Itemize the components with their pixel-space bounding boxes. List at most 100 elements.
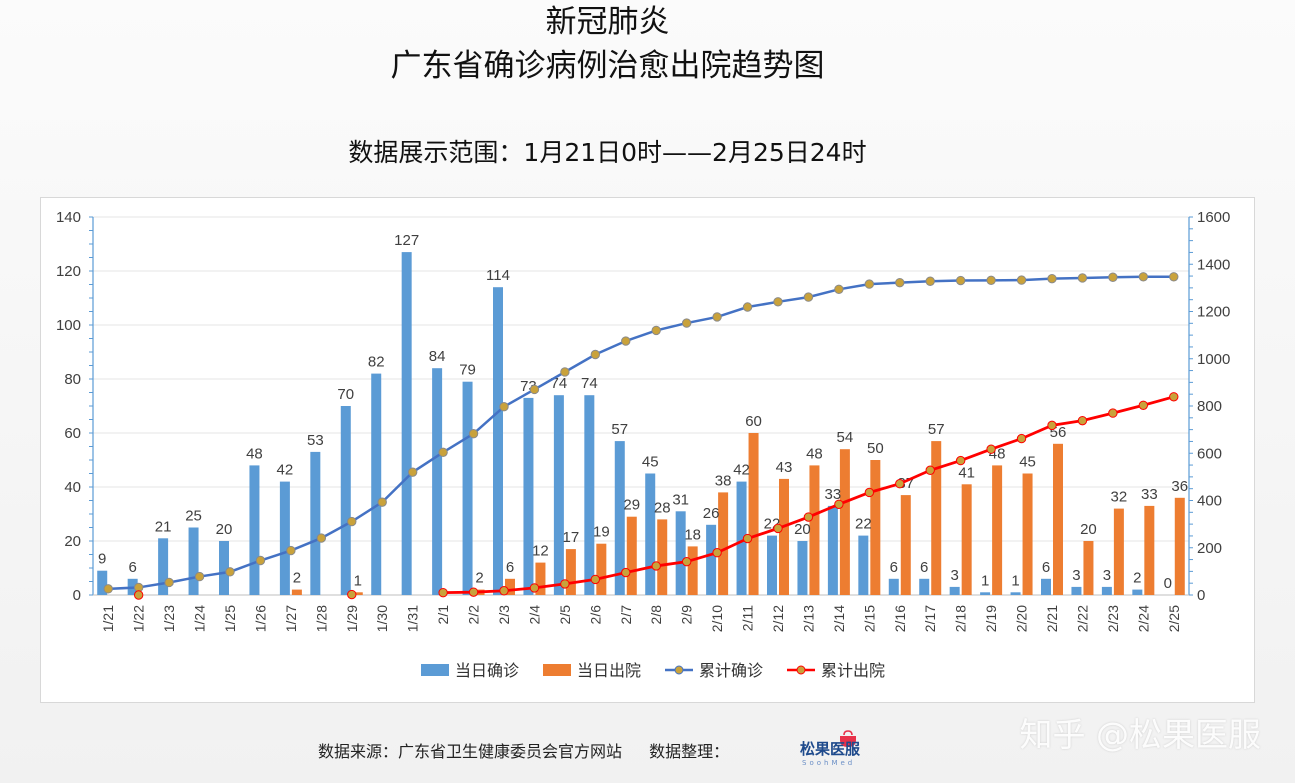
bar-daily-confirmed bbox=[858, 535, 869, 595]
chart-subtitle: 数据展示范围：1月21日0时——2月25日24时 bbox=[348, 138, 867, 167]
data-label-confirmed: 48 bbox=[246, 445, 263, 462]
data-label-confirmed: 57 bbox=[611, 421, 628, 438]
legend-swatch-marker bbox=[796, 665, 806, 675]
marker-cum-discharged bbox=[590, 574, 601, 585]
bar-daily-confirmed bbox=[1101, 586, 1112, 595]
x-tick-label: 2/13 bbox=[800, 605, 816, 632]
x-tick-label: 2/14 bbox=[831, 605, 847, 632]
left-tick-label: 40 bbox=[64, 479, 81, 496]
bar-daily-confirmed bbox=[401, 252, 412, 595]
x-tick-label: 2/24 bbox=[1135, 605, 1151, 632]
x-tick-label: 2/12 bbox=[770, 605, 786, 632]
bar-daily-discharged bbox=[1083, 541, 1094, 595]
brand-logo: 松果医服 SoohMed bbox=[800, 730, 910, 772]
bar-daily-confirmed bbox=[706, 524, 717, 595]
data-label-confirmed: 9 bbox=[98, 551, 106, 568]
bar-daily-confirmed bbox=[919, 578, 930, 595]
marker-cum-discharged bbox=[803, 512, 814, 522]
data-label-confirmed: 20 bbox=[794, 521, 811, 538]
bar-daily-discharged bbox=[626, 516, 637, 595]
data-label-confirmed: 6 bbox=[920, 559, 928, 576]
data-label-confirmed: 82 bbox=[368, 354, 385, 371]
bar-daily-discharged bbox=[1174, 497, 1185, 595]
data-label-confirmed: 70 bbox=[337, 386, 354, 403]
x-tick-label: 1/28 bbox=[313, 605, 329, 632]
data-label-confirmed: 21 bbox=[155, 518, 172, 535]
right-tick-label: 600 bbox=[1197, 445, 1222, 462]
marker-cum-discharged bbox=[834, 499, 844, 509]
marker-cum-discharged bbox=[925, 465, 935, 475]
data-label-confirmed: 20 bbox=[216, 521, 233, 538]
x-tick-label: 2/16 bbox=[892, 605, 908, 632]
data-label-confirmed: 3 bbox=[950, 567, 958, 584]
marker-cum-discharged bbox=[347, 589, 357, 600]
marker-cum-confirmed bbox=[955, 275, 966, 286]
bar-daily-discharged bbox=[992, 465, 1003, 595]
x-tick-label: 2/10 bbox=[709, 605, 725, 632]
data-label-discharged: 6 bbox=[506, 559, 514, 576]
marker-cum-discharged bbox=[621, 567, 631, 578]
marker-cum-discharged bbox=[955, 455, 966, 466]
right-tick-label: 1200 bbox=[1197, 304, 1230, 321]
bar-daily-confirmed bbox=[949, 586, 960, 595]
data-label-discharged: 41 bbox=[958, 464, 975, 481]
left-tick-label: 0 bbox=[73, 587, 81, 604]
data-label-confirmed: 0 bbox=[1164, 575, 1172, 592]
bar-daily-confirmed bbox=[1010, 592, 1021, 595]
right-tick-label: 1400 bbox=[1197, 256, 1230, 273]
marker-cum-confirmed bbox=[1077, 273, 1088, 283]
data-label-discharged: 38 bbox=[715, 472, 732, 489]
bar-daily-confirmed bbox=[97, 570, 108, 595]
data-label-confirmed: 22 bbox=[855, 516, 872, 533]
x-tick-label: 1/21 bbox=[100, 605, 116, 632]
data-source-text: 数据来源：广东省卫生健康委员会官方网站 bbox=[318, 742, 623, 761]
data-label-discharged: 1 bbox=[354, 572, 362, 589]
x-tick-label: 2/5 bbox=[557, 605, 573, 625]
marker-cum-confirmed bbox=[621, 336, 631, 346]
data-label-confirmed: 79 bbox=[459, 362, 476, 379]
marker-cum-discharged bbox=[1077, 415, 1088, 426]
left-tick-label: 100 bbox=[56, 317, 81, 334]
data-label-discharged: 2 bbox=[293, 570, 301, 587]
left-tick-label: 120 bbox=[56, 263, 81, 280]
bar-daily-confirmed bbox=[584, 395, 595, 595]
bar-daily-confirmed bbox=[1041, 578, 1051, 595]
bar-daily-discharged bbox=[900, 495, 911, 595]
bar-daily-confirmed bbox=[827, 505, 838, 595]
bar-daily-confirmed bbox=[1132, 589, 1143, 595]
left-tick-label: 20 bbox=[64, 533, 81, 550]
bar-daily-discharged bbox=[1113, 508, 1124, 595]
left-tick-label: 80 bbox=[64, 371, 81, 388]
marker-cum-confirmed bbox=[529, 384, 540, 395]
bar-daily-discharged bbox=[596, 543, 607, 595]
legend-swatch bbox=[543, 664, 571, 676]
marker-cum-confirmed bbox=[377, 497, 387, 507]
bar-daily-confirmed bbox=[645, 473, 656, 595]
x-tick-label: 2/19 bbox=[983, 605, 999, 632]
data-label-discharged: 19 bbox=[593, 524, 610, 541]
bar-daily-confirmed bbox=[462, 381, 473, 595]
marker-cum-discharged bbox=[986, 444, 996, 454]
x-tick-label: 2/8 bbox=[648, 605, 664, 625]
right-tick-label: 1000 bbox=[1197, 351, 1230, 368]
bar-daily-discharged bbox=[931, 441, 942, 595]
data-label-discharged: 2 bbox=[475, 570, 483, 587]
data-label-confirmed: 53 bbox=[307, 432, 324, 449]
marker-cum-confirmed bbox=[347, 516, 357, 527]
x-tick-label: 2/9 bbox=[679, 605, 695, 625]
right-tick-label: 400 bbox=[1197, 493, 1222, 510]
x-tick-label: 2/25 bbox=[1166, 605, 1182, 632]
bar-daily-confirmed bbox=[614, 441, 625, 595]
legend-label: 当日出院 bbox=[577, 662, 641, 680]
marker-cum-discharged bbox=[651, 561, 661, 571]
data-label-confirmed: 84 bbox=[429, 348, 446, 365]
marker-cum-confirmed bbox=[803, 292, 814, 302]
x-tick-label: 2/7 bbox=[618, 605, 634, 625]
data-label-discharged: 20 bbox=[1080, 521, 1097, 538]
data-label-discharged: 33 bbox=[1141, 486, 1158, 503]
x-tick-label: 2/18 bbox=[953, 605, 969, 632]
data-label-discharged: 54 bbox=[837, 429, 854, 446]
marker-cum-discharged bbox=[133, 590, 144, 600]
bar-daily-confirmed bbox=[675, 511, 686, 595]
bar-daily-discharged bbox=[748, 433, 759, 595]
